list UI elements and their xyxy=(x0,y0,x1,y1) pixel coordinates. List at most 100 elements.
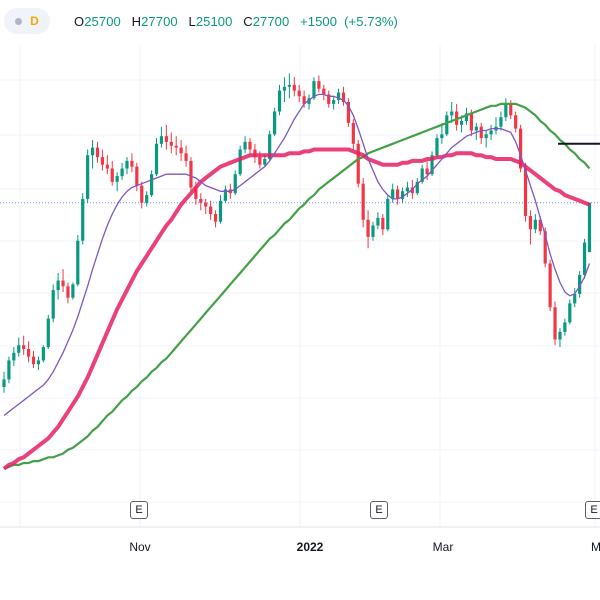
candle-body xyxy=(90,147,95,156)
candle-body xyxy=(582,242,587,275)
candle-body xyxy=(420,168,424,182)
candle-body xyxy=(233,174,237,194)
candle-body xyxy=(22,345,26,349)
earnings-marker[interactable]: E xyxy=(370,501,388,519)
candle-body xyxy=(51,290,55,319)
candle-body xyxy=(150,174,154,196)
candle-body xyxy=(135,166,139,186)
open-value: 25700 xyxy=(84,13,121,29)
candle xyxy=(558,328,562,348)
candle-body xyxy=(209,206,213,215)
moving-average-slow xyxy=(3,102,591,470)
candle-body xyxy=(341,92,346,102)
candle-body xyxy=(474,126,478,131)
candle-body xyxy=(499,117,503,127)
candle xyxy=(76,235,80,287)
candle xyxy=(327,90,331,108)
candle xyxy=(51,284,55,323)
candle xyxy=(120,162,124,180)
candle xyxy=(41,345,45,363)
low-value: 25100 xyxy=(195,13,233,29)
candle xyxy=(189,157,193,192)
candle-body xyxy=(568,303,572,323)
candle-body xyxy=(504,103,508,118)
candle xyxy=(130,153,134,173)
earnings-marker[interactable]: E xyxy=(130,501,148,519)
candle-body xyxy=(400,191,405,199)
candle-body xyxy=(317,81,321,89)
candle xyxy=(317,75,321,93)
candle xyxy=(140,181,144,209)
candle xyxy=(66,282,70,304)
candle-body xyxy=(41,347,45,361)
earnings-marker[interactable]: E xyxy=(585,501,600,519)
candle xyxy=(115,172,119,192)
candle xyxy=(174,136,178,156)
candle-body xyxy=(573,293,577,304)
candle-body xyxy=(351,122,355,144)
candle-body xyxy=(194,187,198,199)
candle xyxy=(125,157,129,175)
candle-body xyxy=(223,189,227,201)
candle-body xyxy=(538,219,542,232)
candle xyxy=(568,299,572,325)
interval-pill[interactable]: D xyxy=(4,8,50,34)
candle xyxy=(381,214,385,235)
candle-body xyxy=(277,90,282,112)
candle xyxy=(56,273,60,300)
candle-body xyxy=(578,274,582,294)
candle xyxy=(361,178,365,228)
candle-body xyxy=(263,159,267,165)
candle xyxy=(430,151,434,177)
candle-body xyxy=(563,322,567,332)
candle-body xyxy=(56,280,60,291)
candle-body xyxy=(312,81,316,99)
candle-body xyxy=(125,160,129,169)
candle-body xyxy=(297,90,301,97)
candle xyxy=(150,170,154,197)
candle xyxy=(455,103,459,131)
candle-body xyxy=(120,168,124,177)
candle xyxy=(31,350,36,368)
candle xyxy=(7,356,11,384)
candle xyxy=(366,210,370,249)
candle xyxy=(61,269,65,292)
candle xyxy=(396,185,400,205)
candle xyxy=(548,259,552,311)
candle xyxy=(243,136,247,154)
candle-body xyxy=(450,111,454,116)
candle xyxy=(282,77,287,102)
candle xyxy=(17,337,21,357)
open-label: O xyxy=(74,13,85,29)
candle xyxy=(479,122,483,144)
candle xyxy=(489,124,493,140)
candle xyxy=(553,301,557,346)
candle xyxy=(533,214,537,234)
candle-body xyxy=(248,141,252,150)
candle xyxy=(400,187,405,203)
candle-body xyxy=(46,318,50,348)
candle-body xyxy=(238,149,242,175)
candle xyxy=(135,162,139,192)
candle-body xyxy=(130,160,134,167)
candle xyxy=(110,160,114,186)
high-value: 27700 xyxy=(141,13,178,29)
x-tick-label: M xyxy=(591,540,600,554)
candle-body xyxy=(396,189,400,199)
candle-body xyxy=(71,284,75,298)
candle-body xyxy=(169,141,173,146)
candle-body xyxy=(376,217,380,226)
candle xyxy=(204,198,208,215)
candle-body xyxy=(189,160,193,188)
candle xyxy=(405,181,410,197)
candle xyxy=(474,122,478,140)
candle xyxy=(563,318,567,336)
candle-body xyxy=(2,379,6,387)
candle xyxy=(184,145,188,167)
candle-body xyxy=(27,349,31,357)
candle xyxy=(209,200,213,220)
candle-body xyxy=(81,198,85,241)
candle-body xyxy=(430,155,434,175)
candle xyxy=(71,282,75,300)
